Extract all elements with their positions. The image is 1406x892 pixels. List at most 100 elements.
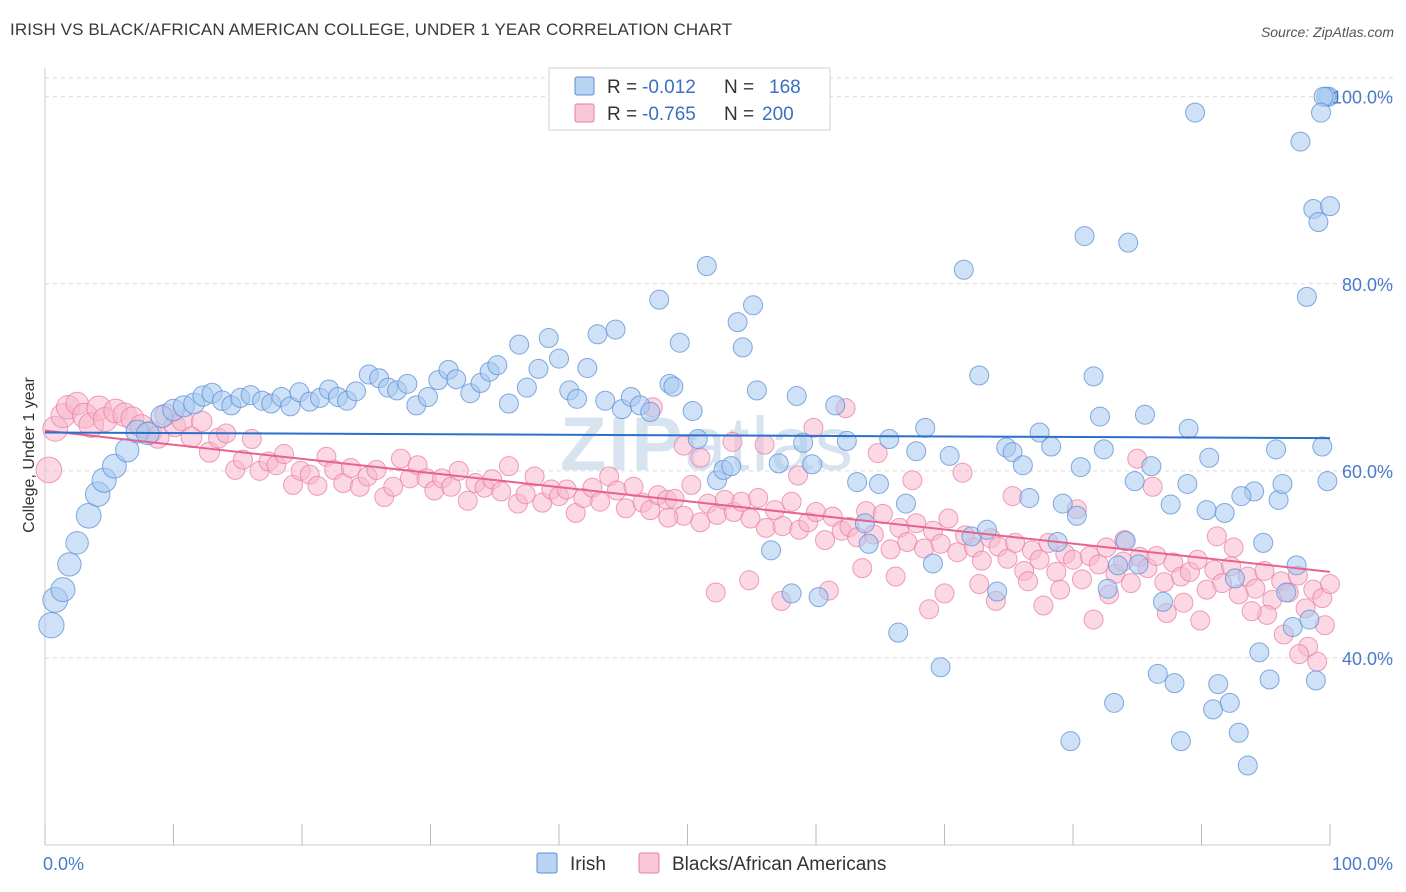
irish-data-point [587, 324, 608, 345]
irish-data-point [50, 577, 76, 603]
irish-data-point [1196, 500, 1217, 521]
irish-data-point [1311, 102, 1332, 123]
black-data-point [35, 456, 63, 484]
black-data-point [885, 566, 906, 587]
irish-data-point [721, 456, 742, 477]
source-name: ZipAtlas.com [1313, 24, 1394, 40]
bottom-legend-label-black: Blacks/African Americans [672, 854, 886, 875]
irish-data-point [1266, 439, 1287, 460]
black-data-point [1046, 561, 1067, 582]
legend-r-label-irish: R = [607, 77, 637, 98]
irish-data-point [1282, 617, 1303, 638]
y-tick-label: 60.0% [1342, 462, 1393, 482]
irish-data-point [987, 581, 1008, 602]
irish-data-point [696, 256, 717, 277]
black-data-point [755, 517, 776, 538]
irish-data-point [1060, 731, 1081, 752]
black-data-point [947, 542, 968, 563]
irish-data-point [888, 622, 909, 643]
black-data-point [1146, 545, 1167, 566]
black-data-point [1050, 579, 1071, 600]
irish-data-point [663, 376, 684, 397]
irish-data-point [1160, 494, 1181, 515]
black-data-point [872, 503, 893, 524]
black-data-point [690, 447, 711, 468]
black-data-point [1206, 526, 1227, 547]
black-data-point [897, 531, 918, 552]
black-data-point [307, 475, 328, 496]
irish-data-point [1141, 456, 1162, 477]
irish-data-point [566, 388, 587, 409]
irish-data-point [939, 445, 960, 466]
irish-data-point [1128, 554, 1149, 575]
irish-data-point [1052, 493, 1073, 514]
irish-data-point [922, 553, 943, 574]
black-data-point [748, 487, 769, 508]
irish-data-point [1066, 505, 1087, 526]
black-data-point [906, 513, 927, 534]
irish-data-point [1290, 131, 1311, 152]
black-data-point [1120, 573, 1141, 594]
irish-data-point [115, 438, 140, 463]
irish-data-point [836, 430, 857, 451]
black-data-point [934, 583, 955, 604]
irish-data-point [38, 612, 65, 639]
black-data-point [880, 539, 901, 560]
irish-data-point [669, 332, 690, 353]
irish-data-point [1276, 582, 1297, 603]
chart-source: Source: ZipAtlas.com [1261, 24, 1394, 40]
correlation-legend: R = -0.012 N = 168 R = -0.765 N = 200 [548, 67, 831, 131]
irish-data-point [65, 531, 89, 555]
black-data-point [1245, 578, 1266, 599]
irish-data-point [516, 377, 537, 398]
black-data-point [1289, 644, 1310, 665]
black-data-point [590, 491, 611, 512]
y-tick-label: 100.0% [1332, 88, 1393, 108]
irish-data-point [915, 417, 936, 438]
irish-data-point [1070, 457, 1091, 478]
irish-data-point [1147, 663, 1168, 684]
black-data-point [997, 548, 1018, 569]
trend-lines [44, 429, 1331, 573]
irish-data-point [847, 472, 868, 493]
black-data-point [658, 507, 679, 528]
black-data-point [1063, 549, 1083, 570]
black-data-point [1142, 476, 1163, 497]
irish-data-point [397, 373, 418, 394]
black-data-point [1320, 574, 1340, 595]
irish-data-point [1305, 670, 1326, 691]
irish-data-point [1296, 286, 1317, 307]
irish-data-point [1320, 196, 1340, 217]
irish-data-point [1115, 531, 1136, 552]
irish-data-point [768, 453, 789, 474]
irish-data-point [732, 337, 753, 358]
irish-data-point [825, 395, 846, 416]
y-tick-label: 40.0% [1342, 649, 1393, 669]
legend-swatch-irish [574, 76, 595, 96]
irish-data-point [1308, 212, 1329, 233]
irish-data-point [640, 401, 661, 422]
irish-data-point [1214, 502, 1235, 523]
irish-data-point [1228, 722, 1249, 743]
irish-data-point [1299, 609, 1320, 630]
irish-data-point [793, 432, 814, 453]
black-data-point [1241, 601, 1262, 622]
black-data-point [515, 484, 536, 505]
irish-data-point [1164, 673, 1185, 694]
series-black-points [35, 391, 1340, 672]
black-data-point [340, 458, 361, 479]
black-data-point [524, 466, 545, 487]
irish-data-point [75, 502, 102, 529]
irish-data-point [1317, 471, 1338, 492]
irish-data-point [930, 657, 951, 678]
black-data-point [383, 476, 404, 497]
irish-data-point [906, 441, 927, 462]
black-data-point [491, 481, 512, 502]
irish-data-point [1104, 692, 1125, 713]
irish-data-point [1134, 404, 1155, 425]
black-data-point [1154, 572, 1175, 593]
irish-data-point [879, 429, 900, 450]
irish-data-point [1170, 731, 1191, 752]
irish-data-point [1124, 471, 1145, 492]
irish-data-point [1272, 473, 1293, 494]
